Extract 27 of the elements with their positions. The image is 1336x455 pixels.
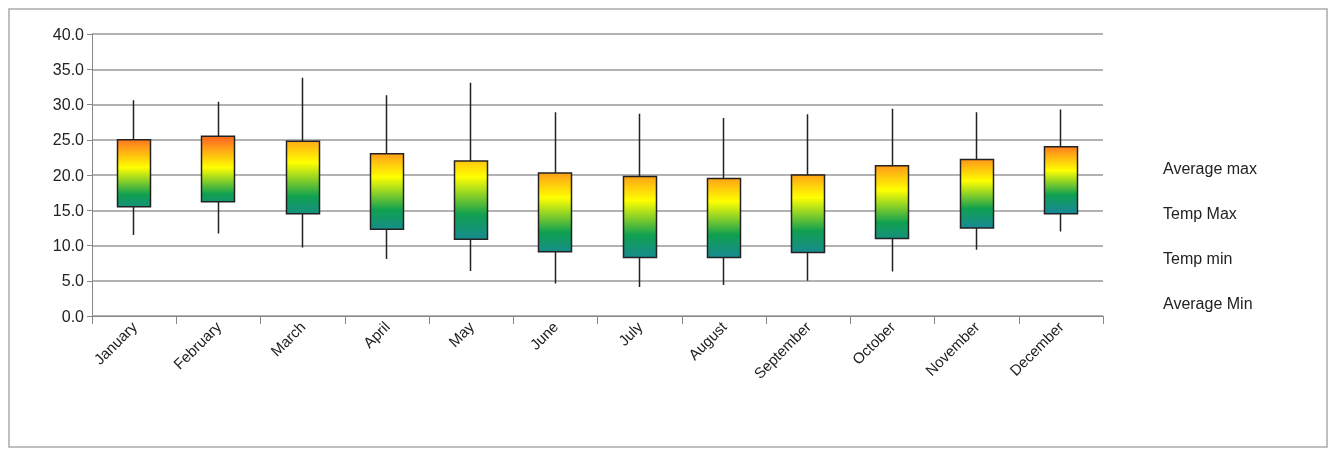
candlestick: [537, 111, 573, 285]
y-tick-label: 20.0: [52, 166, 85, 184]
text: Temp min: [1163, 249, 1233, 267]
candlestick: [790, 113, 826, 282]
candlestick: [1043, 108, 1079, 233]
text: Temp Max: [1163, 204, 1237, 222]
text: Average max: [1163, 159, 1257, 177]
x-tick-label: May: [445, 317, 478, 351]
candlestick: [959, 111, 995, 251]
x-tick-label: July: [614, 317, 646, 349]
candlestick: [200, 100, 236, 235]
candlestick: [874, 107, 910, 273]
candlestick: [622, 112, 658, 288]
y-tick-label: 15.0: [52, 201, 85, 219]
y-tick-label: 30.0: [52, 96, 85, 113]
candlestick: [706, 117, 742, 286]
y-tick-label: 25.0: [52, 131, 85, 149]
y-tick-label: 10.0: [52, 237, 85, 254]
candlestick: [116, 99, 152, 236]
y-tick-label: 0.0: [61, 307, 85, 325]
candlestick: [453, 81, 489, 272]
candlestick: [369, 94, 405, 260]
text: Average Min: [1163, 294, 1253, 312]
candlestick: [285, 76, 321, 249]
y-tick-label: 40.0: [52, 25, 85, 43]
y-tick-label: 5.0: [61, 272, 85, 290]
y-tick-label: 35.0: [52, 60, 85, 78]
